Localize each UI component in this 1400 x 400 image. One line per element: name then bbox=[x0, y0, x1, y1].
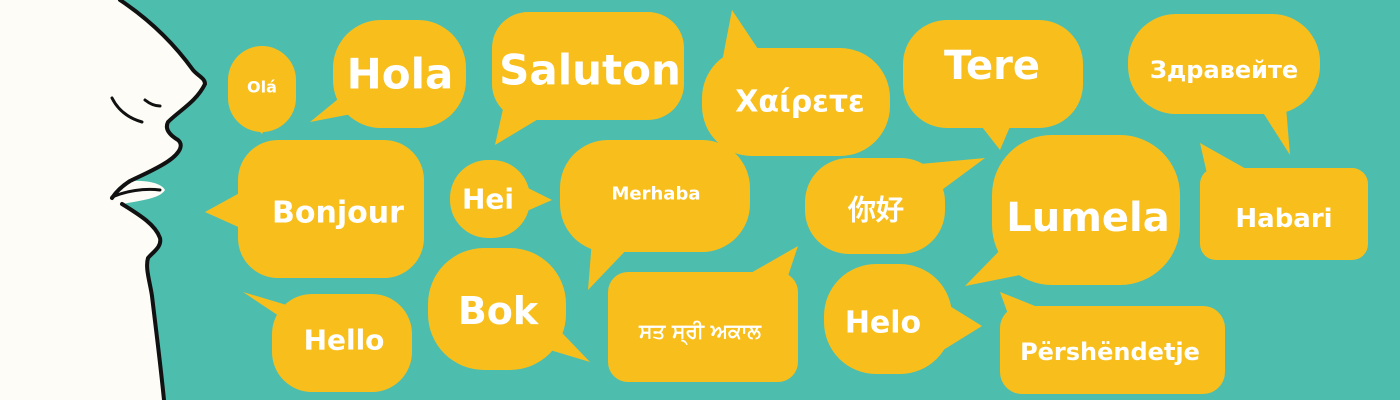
speech-bubble-bok: Bok bbox=[428, 248, 590, 370]
face-outline bbox=[110, 0, 207, 400]
speech-bubble-body bbox=[450, 160, 530, 238]
speech-bubble-body bbox=[560, 140, 750, 252]
speech-bubble-body bbox=[492, 12, 684, 120]
greeting-text-sat-sri-akal: ਸਤ ਸ੍ਰੀ ਅਕਾਲ bbox=[638, 319, 762, 346]
speech-bubble-body bbox=[333, 20, 466, 128]
speech-bubble-body bbox=[1200, 168, 1368, 260]
greeting-text-lumela: Lumela bbox=[1006, 195, 1169, 241]
speech-bubble-lumela: Lumela bbox=[965, 135, 1180, 286]
face-silhouette bbox=[0, 0, 205, 400]
speech-bubble-helo: Helo bbox=[824, 264, 982, 374]
speech-bubble-pershendetje: Përshëndetje bbox=[1000, 292, 1225, 394]
speech-bubble-zdraveyte: Здравейте bbox=[1128, 14, 1320, 155]
greeting-text-hei: Hei bbox=[462, 183, 514, 216]
speech-bubble-hello: Hello bbox=[243, 292, 412, 392]
greeting-text-hello: Hello bbox=[304, 324, 385, 357]
greeting-text-bonjour: Bonjour bbox=[272, 196, 404, 231]
lip-line bbox=[110, 187, 162, 199]
speech-bubble-nihao: 你好 bbox=[805, 158, 985, 254]
greeting-text-chairete: Χαίρετε bbox=[735, 85, 864, 120]
speech-bubble-body bbox=[1128, 14, 1320, 114]
greeting-text-bok: Bok bbox=[458, 289, 539, 333]
speech-bubble-body bbox=[272, 294, 412, 392]
speech-bubble-body bbox=[1000, 306, 1225, 394]
greeting-text-hola: Hola bbox=[347, 50, 454, 99]
speech-bubble-body bbox=[992, 135, 1180, 285]
greeting-text-ola: Olá bbox=[247, 78, 277, 97]
speech-bubble-tail bbox=[205, 190, 245, 230]
speech-bubble-body bbox=[824, 264, 952, 374]
greeting-text-pershendetje: Përshëndetje bbox=[1020, 338, 1200, 366]
speech-bubble-hei: Hei bbox=[450, 160, 552, 238]
speech-bubble-body bbox=[903, 20, 1083, 128]
speech-bubble-body bbox=[805, 158, 945, 254]
speech-bubble-body bbox=[702, 48, 890, 156]
speech-bubble-habari: Habari bbox=[1200, 143, 1368, 260]
nostril-curve bbox=[143, 98, 162, 108]
speech-bubble-merhaba: Merhaba bbox=[560, 140, 750, 290]
speech-bubble-body bbox=[428, 248, 566, 370]
speech-bubble-ola: Olá bbox=[228, 46, 296, 134]
speech-bubble-body bbox=[228, 46, 296, 132]
speech-bubble-tere: Tere bbox=[903, 20, 1083, 150]
speech-bubble-saluton: Saluton bbox=[492, 12, 684, 145]
greeting-text-saluton: Saluton bbox=[499, 46, 681, 95]
speech-bubble-body bbox=[608, 272, 798, 382]
speech-bubbles: Olá Hola Saluton Χαίρετε Tere Здравейте Bonjou… bbox=[205, 10, 1368, 394]
greeting-text-nihao: 你好 bbox=[847, 194, 904, 227]
greeting-text-zdraveyte: Здравейте bbox=[1150, 56, 1298, 84]
speech-bubble-sat-sri-akal: ਸਤ ਸ੍ਰੀ ਅਕਾਲ bbox=[608, 246, 798, 382]
greeting-text-tere: Tere bbox=[944, 43, 1040, 89]
speech-bubble-tail bbox=[588, 240, 630, 290]
nostril-line bbox=[110, 96, 144, 124]
speech-bubble-chairete: Χαίρετε bbox=[702, 10, 890, 156]
greeting-text-merhaba: Merhaba bbox=[612, 184, 701, 205]
speech-bubble-bonjour: Bonjour bbox=[205, 140, 424, 278]
face-profile bbox=[0, 0, 207, 400]
greeting-text-habari: Habari bbox=[1235, 204, 1332, 234]
speech-bubble-hola: Hola bbox=[310, 20, 466, 128]
speech-bubble-body bbox=[238, 140, 424, 278]
greeting-text-helo: Helo bbox=[845, 306, 921, 341]
